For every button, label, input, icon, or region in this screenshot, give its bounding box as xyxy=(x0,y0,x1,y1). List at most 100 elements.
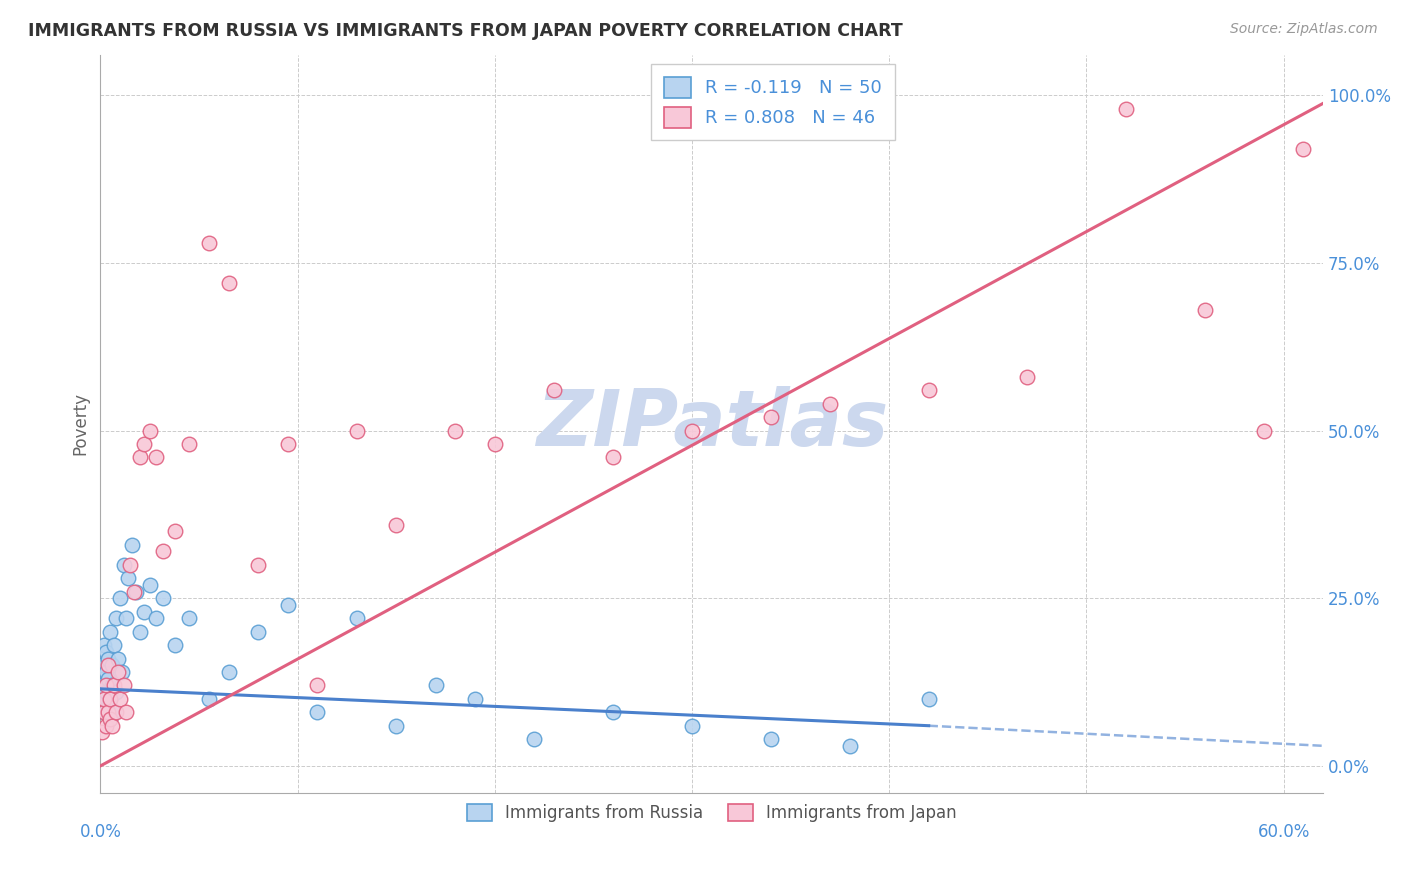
Point xyxy=(105,685,128,699)
Point xyxy=(165,524,187,539)
Point xyxy=(145,450,167,465)
Point xyxy=(97,706,120,720)
Point xyxy=(759,732,782,747)
Point xyxy=(1292,142,1315,156)
Point xyxy=(115,611,138,625)
Point xyxy=(444,424,467,438)
Point xyxy=(103,638,125,652)
Point xyxy=(98,624,121,639)
Point xyxy=(125,584,148,599)
Point xyxy=(177,437,200,451)
Point xyxy=(177,611,200,625)
Point xyxy=(97,672,120,686)
Point xyxy=(91,725,114,739)
Point xyxy=(101,678,124,692)
Point xyxy=(918,384,941,398)
Point xyxy=(112,558,135,572)
Point xyxy=(818,397,841,411)
Point xyxy=(98,692,121,706)
Point xyxy=(307,678,329,692)
Point xyxy=(425,678,447,692)
Point xyxy=(108,591,131,606)
Point xyxy=(681,719,703,733)
Point xyxy=(97,651,120,665)
Point xyxy=(247,624,270,639)
Point xyxy=(145,611,167,625)
Text: 60.0%: 60.0% xyxy=(1257,823,1310,841)
Point xyxy=(93,692,115,706)
Point xyxy=(198,235,221,250)
Point xyxy=(96,719,118,733)
Point xyxy=(346,611,368,625)
Point xyxy=(247,558,270,572)
Point xyxy=(103,706,125,720)
Point xyxy=(759,410,782,425)
Point xyxy=(115,706,138,720)
Point xyxy=(602,450,624,465)
Point xyxy=(523,732,546,747)
Point xyxy=(108,692,131,706)
Point xyxy=(105,706,128,720)
Point xyxy=(93,706,115,720)
Point xyxy=(838,739,860,753)
Point xyxy=(107,651,129,665)
Point xyxy=(96,645,118,659)
Point xyxy=(165,638,187,652)
Text: 0.0%: 0.0% xyxy=(79,823,121,841)
Y-axis label: Poverty: Poverty xyxy=(72,392,89,456)
Point xyxy=(484,437,506,451)
Point xyxy=(218,276,240,290)
Point xyxy=(152,544,174,558)
Point xyxy=(107,665,129,679)
Point xyxy=(1017,370,1039,384)
Point xyxy=(96,678,118,692)
Point xyxy=(101,719,124,733)
Point xyxy=(97,698,120,713)
Text: Source: ZipAtlas.com: Source: ZipAtlas.com xyxy=(1230,22,1378,37)
Point xyxy=(128,624,150,639)
Point xyxy=(101,658,124,673)
Point xyxy=(103,678,125,692)
Point xyxy=(96,665,118,679)
Point xyxy=(118,558,141,572)
Legend: Immigrants from Russia, Immigrants from Japan: Immigrants from Russia, Immigrants from … xyxy=(460,797,963,829)
Point xyxy=(1115,102,1137,116)
Point xyxy=(1351,88,1374,103)
Point xyxy=(307,706,329,720)
Point xyxy=(122,584,145,599)
Point xyxy=(93,692,115,706)
Point xyxy=(132,437,155,451)
Point xyxy=(128,450,150,465)
Point xyxy=(277,437,299,451)
Point xyxy=(132,605,155,619)
Point xyxy=(91,658,114,673)
Text: ZIPatlas: ZIPatlas xyxy=(536,386,887,462)
Point xyxy=(138,578,160,592)
Point xyxy=(98,692,121,706)
Point xyxy=(346,424,368,438)
Point xyxy=(277,598,299,612)
Point xyxy=(918,692,941,706)
Point xyxy=(112,678,135,692)
Point xyxy=(152,591,174,606)
Point xyxy=(98,712,121,726)
Point xyxy=(111,665,134,679)
Point xyxy=(602,706,624,720)
Point xyxy=(98,712,121,726)
Point xyxy=(91,678,114,692)
Point xyxy=(96,685,118,699)
Point xyxy=(464,692,486,706)
Point xyxy=(218,665,240,679)
Point xyxy=(681,424,703,438)
Point xyxy=(385,517,408,532)
Point xyxy=(543,384,565,398)
Point xyxy=(1194,302,1216,317)
Text: IMMIGRANTS FROM RUSSIA VS IMMIGRANTS FROM JAPAN POVERTY CORRELATION CHART: IMMIGRANTS FROM RUSSIA VS IMMIGRANTS FRO… xyxy=(28,22,903,40)
Point xyxy=(93,706,115,720)
Point xyxy=(117,571,139,585)
Point xyxy=(1253,424,1275,438)
Point xyxy=(385,719,408,733)
Point xyxy=(138,424,160,438)
Point xyxy=(93,638,115,652)
Point xyxy=(121,538,143,552)
